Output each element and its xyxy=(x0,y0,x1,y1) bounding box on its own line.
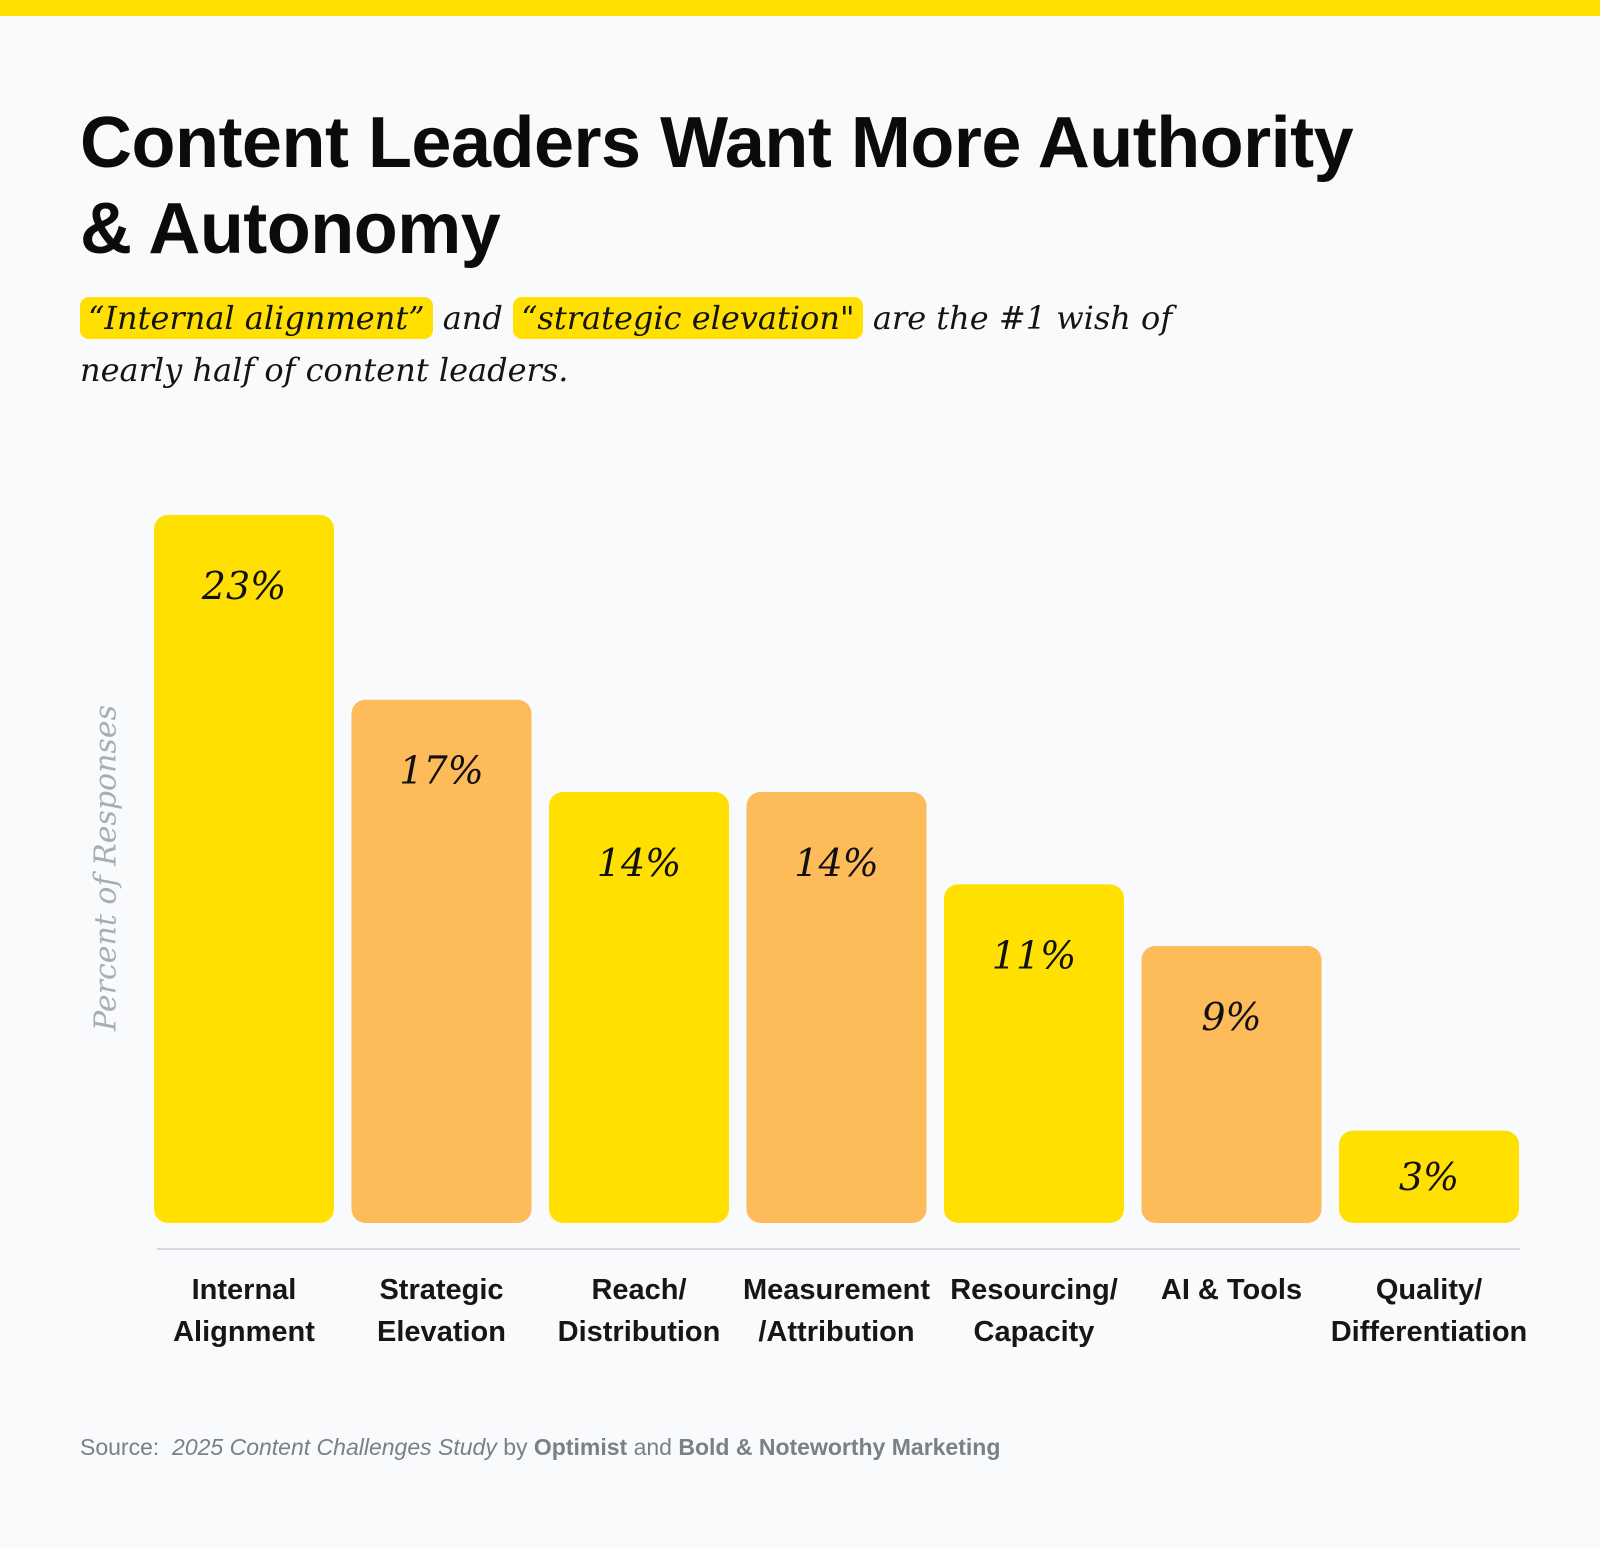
bar-ai-tools xyxy=(1141,945,1322,1223)
bar-group: 23% Internal Alignment 17% Strategic Elevatio… xyxy=(154,515,1527,1348)
bar-value-label: 17% xyxy=(399,749,483,793)
chart-title-line-1: Content Leaders Want More Authority xyxy=(80,103,1354,183)
bar-value-label: 11% xyxy=(992,933,1076,977)
bar-reach-distribution xyxy=(549,792,729,1223)
bar-value-label: 23% xyxy=(201,564,286,608)
bar-strategic-elevation xyxy=(351,699,532,1223)
category-label: Reach/ xyxy=(591,1274,686,1306)
bar-value-label: 14% xyxy=(597,841,681,885)
subtitle-highlight-internal-alignment: “Internal alignment” xyxy=(80,297,433,339)
category-label: Resourcing/ xyxy=(950,1274,1118,1306)
top-accent-bar xyxy=(0,0,1600,16)
chart-title-line-2: & Autonomy xyxy=(80,189,501,269)
subtitle-rest: are the #1 wish of nearly half of conten… xyxy=(80,299,1173,389)
category-label: Quality/ xyxy=(1376,1274,1482,1306)
bar-value-label: 9% xyxy=(1201,995,1261,1039)
bar-value-label: 3% xyxy=(1399,1155,1459,1199)
source-study-name: 2025 Content Challenges Study xyxy=(172,1434,497,1460)
source-prefix: Source: xyxy=(80,1434,160,1460)
chart-title: Content Leaders Want More Authority & Au… xyxy=(80,100,1480,272)
subtitle-connector: and xyxy=(442,299,503,337)
category-label: AI & Tools xyxy=(1161,1274,1302,1306)
category-label: Measurement xyxy=(743,1274,930,1306)
category-label: Differentiation xyxy=(1331,1316,1528,1348)
bar-value-label: 14% xyxy=(794,841,878,885)
bar-resourcing-capacity xyxy=(944,884,1124,1223)
category-label: /Attribution xyxy=(758,1316,914,1348)
category-label: Alignment xyxy=(173,1316,315,1348)
bar-internal-alignment xyxy=(154,515,334,1223)
category-label: Internal xyxy=(192,1274,297,1306)
category-label: Distribution xyxy=(558,1316,721,1348)
source-by: by xyxy=(503,1434,528,1460)
source-org-optimist: Optimist xyxy=(533,1434,628,1460)
source-note: Source: 2025 Content Challenges Study by… xyxy=(80,1434,1000,1461)
category-label: Strategic xyxy=(379,1274,503,1306)
source-and: and xyxy=(633,1434,672,1460)
chart-subtitle: “Internal alignment” and “strategic elev… xyxy=(80,292,1240,396)
category-label: Elevation xyxy=(377,1316,506,1348)
category-label: Capacity xyxy=(974,1316,1095,1348)
bar-measurement-attribution xyxy=(746,792,927,1223)
subtitle-highlight-strategic-elevation: “strategic elevation" xyxy=(513,297,863,339)
bar-quality-differentiation xyxy=(1339,1130,1519,1223)
source-org-bold-noteworthy: Bold & Noteworthy Marketing xyxy=(678,1434,1001,1460)
